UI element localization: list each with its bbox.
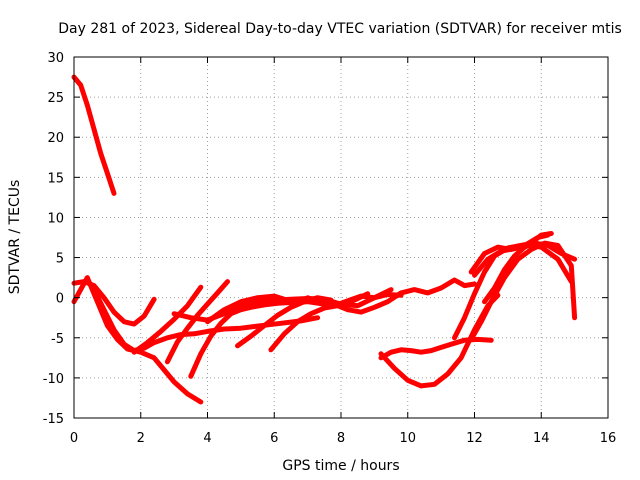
y-tick-label: -15 (43, 412, 64, 427)
y-tick-label: 20 (47, 131, 64, 146)
x-tick-label: 10 (399, 431, 416, 446)
y-tick-label: 30 (47, 51, 64, 66)
x-tick-label: 14 (533, 431, 550, 446)
y-tick-label: -5 (51, 332, 64, 347)
series-arc-5 (131, 284, 204, 355)
x-tick-label: 0 (70, 431, 78, 446)
x-tick-label: 2 (137, 431, 145, 446)
series-group (71, 74, 578, 405)
series-arc-3 (71, 279, 157, 327)
y-tick-label: 10 (47, 211, 64, 226)
x-tick-label: 16 (600, 431, 617, 446)
series-arc-12 (305, 292, 404, 309)
y-tick-label: -10 (43, 372, 64, 387)
series-arc-11 (268, 277, 477, 353)
series-arc-6 (164, 279, 230, 365)
y-axis-label: SDTVAR / TECUs (7, 180, 23, 295)
series-arc-9 (205, 293, 287, 325)
y-tick-label: 15 (47, 171, 64, 186)
x-tick-label: 8 (337, 431, 345, 446)
x-tick-label: 4 (203, 431, 211, 446)
y-tick-label: 5 (56, 252, 64, 267)
chart-title: Day 281 of 2023, Sidereal Day-to-day VTE… (58, 21, 622, 37)
series-arc-1 (71, 74, 117, 196)
x-axis-label: GPS time / hours (282, 458, 399, 474)
x-axis: 0 2 4 6 8 10 12 14 16 (70, 57, 616, 446)
y-tick-label: 25 (47, 91, 64, 106)
series-arc-13 (378, 336, 494, 361)
series-arc-19 (468, 232, 551, 275)
x-tick-label: 6 (270, 431, 278, 446)
grid (74, 57, 608, 418)
x-tick-label: 12 (466, 431, 483, 446)
y-axis: -15 -10 -5 0 5 10 15 20 25 30 (43, 51, 608, 427)
y-tick-label: 0 (56, 292, 64, 307)
